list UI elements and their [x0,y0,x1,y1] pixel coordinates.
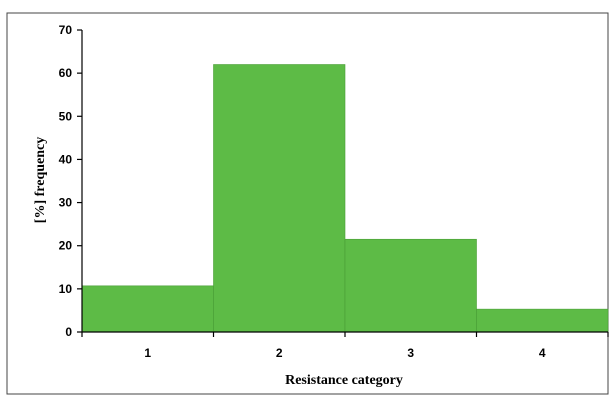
x-tick-label-3: 3 [407,346,414,360]
y-tick-label-30: 30 [59,196,73,210]
y-tick-label-40: 40 [59,152,73,166]
y-tick-label-0: 0 [65,325,72,339]
bar-4 [476,308,609,333]
bar-1 [81,285,214,333]
bars-group [81,64,609,333]
y-tick-label-10: 10 [59,282,73,296]
y-axis: 0 10 20 30 40 50 60 70 [59,23,83,339]
bar-3 [344,238,477,333]
y-tick-label-20: 20 [59,239,73,253]
x-tick-label-2: 2 [276,346,283,360]
y-tick-label-70: 70 [59,23,73,37]
bar-2 [213,64,346,333]
y-tick-label-60: 60 [59,66,73,80]
x-axis: 1 2 3 4 [81,331,609,360]
chart-border [6,12,609,395]
x-tick-label-1: 1 [144,346,151,360]
x-tick-label-4: 4 [539,346,546,360]
y-tick-label-50: 50 [59,109,73,123]
y-axis-title: [%] frequency [33,137,48,223]
x-axis-title: Resistance category [285,373,403,388]
